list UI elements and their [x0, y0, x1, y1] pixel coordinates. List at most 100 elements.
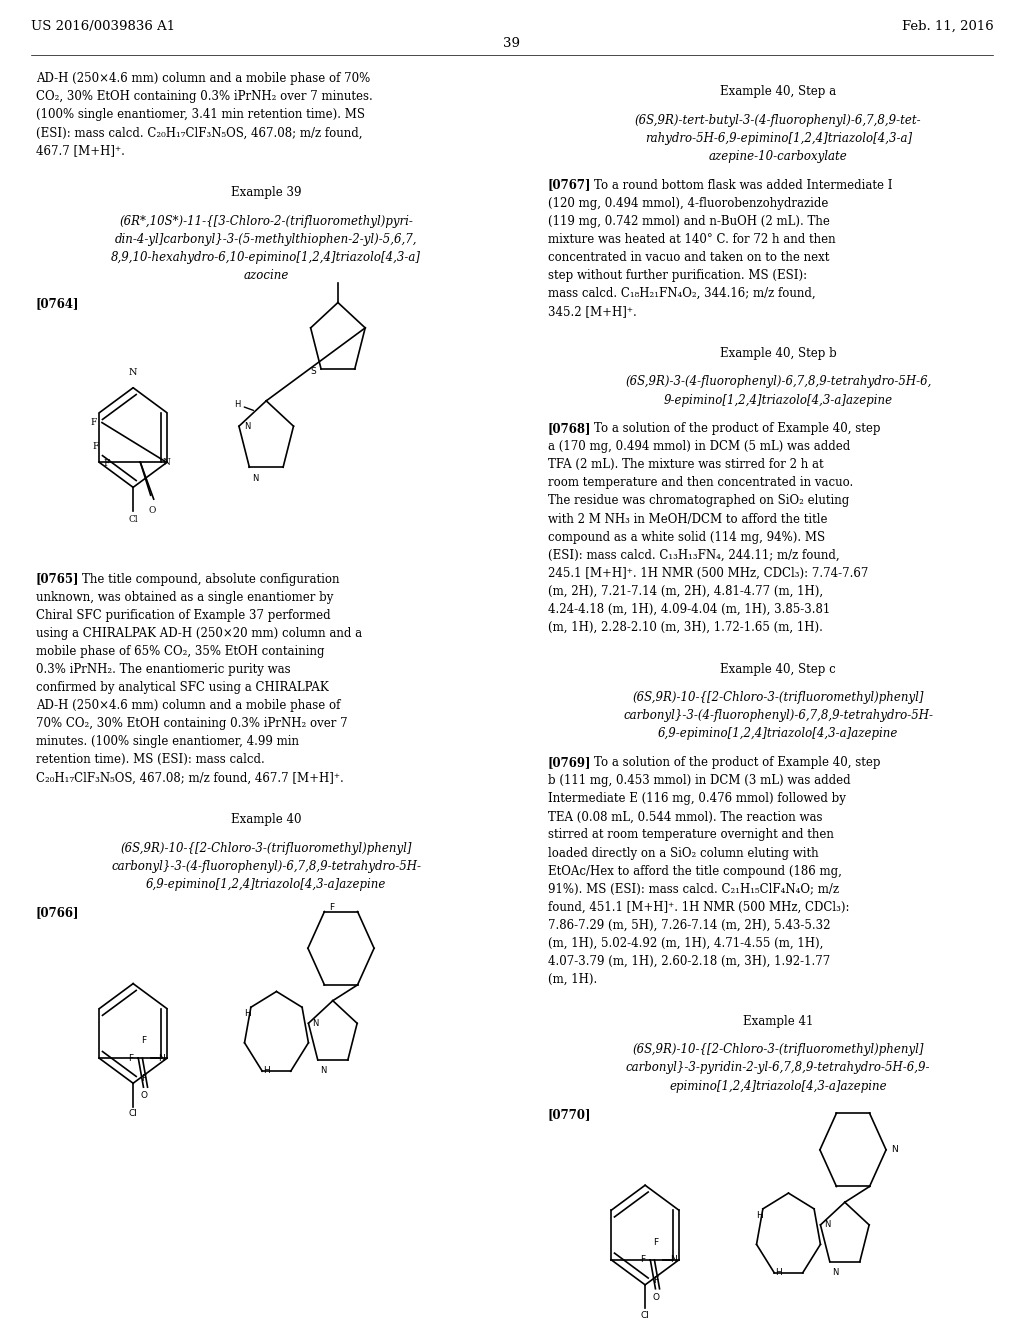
Text: F: F [640, 1255, 645, 1265]
Text: (m, 1H), 5.02-4.92 (m, 1H), 4.71-4.55 (m, 1H),: (m, 1H), 5.02-4.92 (m, 1H), 4.71-4.55 (m… [548, 937, 823, 950]
Text: O: O [141, 1092, 148, 1100]
Text: 8,9,10-hexahydro-6,10-epimino[1,2,4]triazolo[4,3-a]: 8,9,10-hexahydro-6,10-epimino[1,2,4]tria… [112, 251, 421, 264]
Text: retention time). MS (ESI): mass calcd.: retention time). MS (ESI): mass calcd. [36, 754, 264, 767]
Text: N: N [129, 368, 137, 378]
Text: (6S,9R)-tert-butyl-3-(4-fluorophenyl)-6,7,8,9-tet-: (6S,9R)-tert-butyl-3-(4-fluorophenyl)-6,… [635, 114, 922, 127]
Text: step without further purification. MS (ESI):: step without further purification. MS (E… [548, 269, 807, 282]
Text: concentrated in vacuo and taken on to the next: concentrated in vacuo and taken on to th… [548, 251, 829, 264]
Text: (6S,9R)-10-{[2-Chloro-3-(trifluoromethyl)phenyl]: (6S,9R)-10-{[2-Chloro-3-(trifluoromethyl… [121, 842, 412, 855]
Text: F: F [653, 1275, 658, 1284]
Text: H: H [234, 400, 241, 409]
Text: Intermediate E (116 mg, 0.476 mmol) followed by: Intermediate E (116 mg, 0.476 mmol) foll… [548, 792, 846, 805]
Text: To a solution of the product of Example 40, step: To a solution of the product of Example … [594, 756, 881, 770]
Text: 6,9-epimino[1,2,4]triazolo[4,3-a]azepine: 6,9-epimino[1,2,4]triazolo[4,3-a]azepine [658, 727, 898, 741]
Text: N: N [319, 1067, 327, 1076]
Text: (m, 1H).: (m, 1H). [548, 973, 597, 986]
Text: N: N [162, 458, 170, 467]
Text: F: F [141, 1074, 146, 1084]
Text: The title compound, absolute configuration: The title compound, absolute configurati… [82, 573, 339, 586]
Text: 7.86-7.29 (m, 5H), 7.26-7.14 (m, 2H), 5.43-5.32: 7.86-7.29 (m, 5H), 7.26-7.14 (m, 2H), 5.… [548, 919, 830, 932]
Text: F: F [330, 903, 335, 912]
Text: To a solution of the product of Example 40, step: To a solution of the product of Example … [594, 422, 881, 436]
Text: AD-H (250×4.6 mm) column and a mobile phase of 70%: AD-H (250×4.6 mm) column and a mobile ph… [36, 73, 370, 84]
Text: AD-H (250×4.6 mm) column and a mobile phase of: AD-H (250×4.6 mm) column and a mobile ph… [36, 700, 340, 713]
Text: US 2016/0039836 A1: US 2016/0039836 A1 [31, 20, 175, 33]
Text: H: H [244, 1010, 251, 1018]
Text: 6,9-epimino[1,2,4]triazolo[4,3-a]azepine: 6,9-epimino[1,2,4]triazolo[4,3-a]azepine [146, 878, 386, 891]
Text: carbonyl}-3-pyridin-2-yl-6,7,8,9-tetrahydro-5H-6,9-: carbonyl}-3-pyridin-2-yl-6,7,8,9-tetrahy… [626, 1061, 931, 1074]
Text: Example 39: Example 39 [231, 186, 301, 199]
Text: using a CHIRALPAK AD-H (250×20 mm) column and a: using a CHIRALPAK AD-H (250×20 mm) colum… [36, 627, 361, 640]
Text: N: N [244, 421, 251, 430]
Text: To a round bottom flask was added Intermediate I: To a round bottom flask was added Interm… [594, 178, 893, 191]
Text: unknown, was obtained as a single enantiomer by: unknown, was obtained as a single enanti… [36, 590, 333, 603]
Text: stirred at room temperature overnight and then: stirred at room temperature overnight an… [548, 829, 834, 841]
Text: [0770]: [0770] [548, 1109, 591, 1121]
Text: N: N [671, 1255, 677, 1265]
Text: H: H [263, 1067, 269, 1076]
Text: 4.07-3.79 (m, 1H), 2.60-2.18 (m, 3H), 1.92-1.77: 4.07-3.79 (m, 1H), 2.60-2.18 (m, 3H), 1.… [548, 956, 830, 968]
Text: 91%). MS (ESI): mass calcd. C₂₁H₁₅ClF₄N₄O; m/z: 91%). MS (ESI): mass calcd. C₂₁H₁₅ClF₄N₄… [548, 883, 839, 896]
Text: F: F [103, 459, 111, 469]
Text: Example 40, Step c: Example 40, Step c [720, 663, 837, 676]
Text: F: F [141, 1036, 146, 1045]
Text: with 2 M NH₃ in MeOH/DCM to afford the title: with 2 M NH₃ in MeOH/DCM to afford the t… [548, 512, 827, 525]
Text: (6S,9R)-10-{[2-Chloro-3-(trifluoromethyl)phenyl]: (6S,9R)-10-{[2-Chloro-3-(trifluoromethyl… [633, 1043, 924, 1056]
Text: H: H [756, 1210, 763, 1220]
Text: N: N [312, 1019, 318, 1028]
Text: F: F [92, 442, 99, 450]
Text: [0769]: [0769] [548, 756, 591, 770]
Text: TEA (0.08 mL, 0.544 mmol). The reaction was: TEA (0.08 mL, 0.544 mmol). The reaction … [548, 810, 822, 824]
Text: (100% single enantiomer, 3.41 min retention time). MS: (100% single enantiomer, 3.41 min retent… [36, 108, 365, 121]
Text: azocine: azocine [244, 269, 289, 282]
Text: N: N [253, 474, 259, 483]
Text: F: F [90, 418, 97, 428]
Text: Cl: Cl [641, 1311, 649, 1320]
Text: O: O [653, 1292, 660, 1302]
Text: room temperature and then concentrated in vacuo.: room temperature and then concentrated i… [548, 477, 853, 490]
Text: 467.7 [M+H]⁺.: 467.7 [M+H]⁺. [36, 144, 125, 157]
Text: compound as a white solid (114 mg, 94%). MS: compound as a white solid (114 mg, 94%).… [548, 531, 825, 544]
Text: minutes. (100% single enantiomer, 4.99 min: minutes. (100% single enantiomer, 4.99 m… [36, 735, 299, 748]
Text: F: F [128, 1053, 133, 1063]
Text: The residue was chromatographed on SiO₂ eluting: The residue was chromatographed on SiO₂ … [548, 495, 849, 507]
Text: [0767]: [0767] [548, 178, 591, 191]
Text: Example 40, Step b: Example 40, Step b [720, 347, 837, 360]
Text: (m, 2H), 7.21-7.14 (m, 2H), 4.81-4.77 (m, 1H),: (m, 2H), 7.21-7.14 (m, 2H), 4.81-4.77 (m… [548, 585, 823, 598]
Text: found, 451.1 [M+H]⁺. 1H NMR (500 MHz, CDCl₃):: found, 451.1 [M+H]⁺. 1H NMR (500 MHz, CD… [548, 900, 849, 913]
Text: Example 40, Step a: Example 40, Step a [720, 86, 837, 98]
Text: (120 mg, 0.494 mmol), 4-fluorobenzohydrazide: (120 mg, 0.494 mmol), 4-fluorobenzohydra… [548, 197, 828, 210]
Text: epimino[1,2,4]triazolo[4,3-a]azepine: epimino[1,2,4]triazolo[4,3-a]azepine [670, 1080, 887, 1093]
Text: N: N [891, 1146, 898, 1154]
Text: Cl: Cl [128, 515, 138, 524]
Text: CO₂, 30% EtOH containing 0.3% iPrNH₂ over 7 minutes.: CO₂, 30% EtOH containing 0.3% iPrNH₂ ove… [36, 90, 373, 103]
Text: (6S,9R)-3-(4-fluorophenyl)-6,7,8,9-tetrahydro-5H-6,: (6S,9R)-3-(4-fluorophenyl)-6,7,8,9-tetra… [625, 375, 932, 388]
Text: N: N [831, 1269, 839, 1276]
Text: Chiral SFC purification of Example 37 performed: Chiral SFC purification of Example 37 pe… [36, 609, 331, 622]
Text: [0765]: [0765] [36, 573, 79, 586]
Text: rahydro-5H-6,9-epimino[1,2,4]triazolo[4,3-a]: rahydro-5H-6,9-epimino[1,2,4]triazolo[4,… [645, 132, 911, 145]
Text: mixture was heated at 140° C. for 72 h and then: mixture was heated at 140° C. for 72 h a… [548, 232, 836, 246]
Text: F: F [653, 1238, 658, 1247]
Text: TFA (2 mL). The mixture was stirred for 2 h at: TFA (2 mL). The mixture was stirred for … [548, 458, 823, 471]
Text: N: N [824, 1221, 830, 1229]
Text: carbonyl}-3-(4-fluorophenyl)-6,7,8,9-tetrahydro-5H-: carbonyl}-3-(4-fluorophenyl)-6,7,8,9-tet… [112, 859, 421, 873]
Text: (m, 1H), 2.28-2.10 (m, 3H), 1.72-1.65 (m, 1H).: (m, 1H), 2.28-2.10 (m, 3H), 1.72-1.65 (m… [548, 620, 822, 634]
Text: 345.2 [M+H]⁺.: 345.2 [M+H]⁺. [548, 305, 637, 318]
Text: 70% CO₂, 30% EtOH containing 0.3% iPrNH₂ over 7: 70% CO₂, 30% EtOH containing 0.3% iPrNH₂… [36, 717, 347, 730]
Text: Feb. 11, 2016: Feb. 11, 2016 [901, 20, 993, 33]
Text: b (111 mg, 0.453 mmol) in DCM (3 mL) was added: b (111 mg, 0.453 mmol) in DCM (3 mL) was… [548, 774, 851, 787]
Text: C₂₀H₁₇ClF₃N₅OS, 467.08; m/z found, 467.7 [M+H]⁺.: C₂₀H₁₇ClF₃N₅OS, 467.08; m/z found, 467.7… [36, 771, 344, 784]
Text: mass calcd. C₁₈H₂₁FN₄O₂, 344.16; m/z found,: mass calcd. C₁₈H₂₁FN₄O₂, 344.16; m/z fou… [548, 286, 815, 300]
Text: [0768]: [0768] [548, 422, 591, 436]
Text: mobile phase of 65% CO₂, 35% EtOH containing: mobile phase of 65% CO₂, 35% EtOH contai… [36, 645, 325, 657]
Text: [0766]: [0766] [36, 907, 79, 920]
Text: din-4-yl]carbonyl}-3-(5-methylthiophen-2-yl)-5,6,7,: din-4-yl]carbonyl}-3-(5-methylthiophen-2… [115, 232, 418, 246]
Text: S: S [310, 367, 316, 376]
Text: (6S,9R)-10-{[2-Chloro-3-(trifluoromethyl)phenyl]: (6S,9R)-10-{[2-Chloro-3-(trifluoromethyl… [633, 692, 924, 705]
Text: 39: 39 [504, 37, 520, 50]
Text: (119 mg, 0.742 mmol) and n-BuOH (2 mL). The: (119 mg, 0.742 mmol) and n-BuOH (2 mL). … [548, 215, 829, 228]
Text: loaded directly on a SiO₂ column eluting with: loaded directly on a SiO₂ column eluting… [548, 846, 818, 859]
Text: carbonyl}-3-(4-fluorophenyl)-6,7,8,9-tetrahydro-5H-: carbonyl}-3-(4-fluorophenyl)-6,7,8,9-tet… [624, 709, 933, 722]
Text: azepine-10-carboxylate: azepine-10-carboxylate [709, 150, 848, 162]
